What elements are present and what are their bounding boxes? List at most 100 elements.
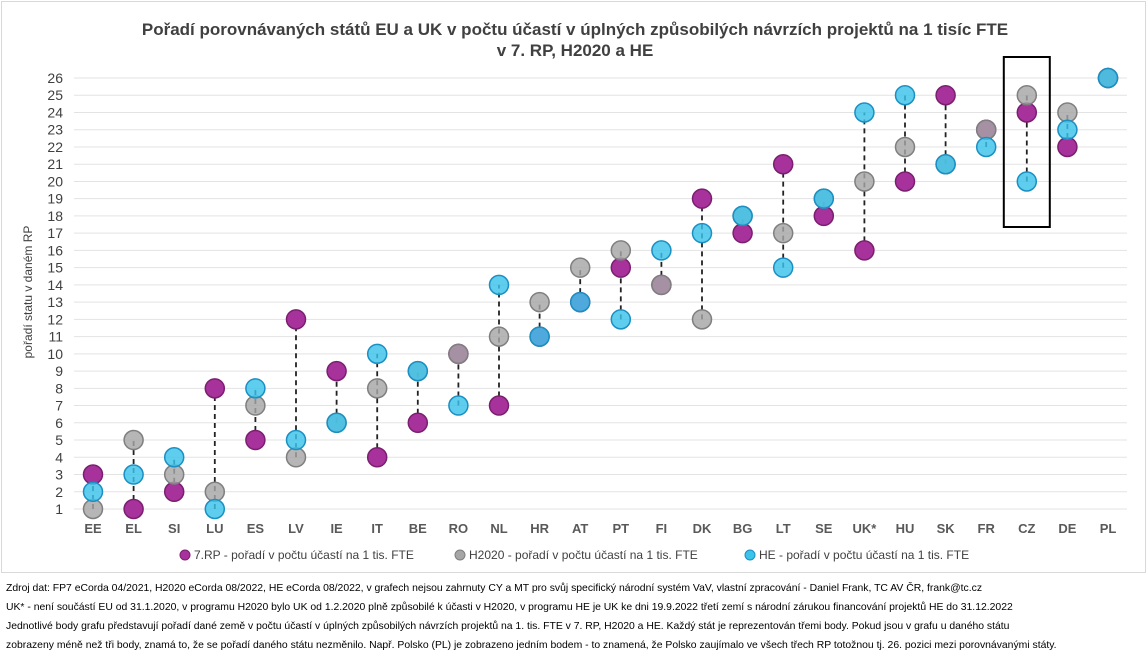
y-tick-label: 2: [55, 484, 63, 500]
point-he-es: [245, 378, 266, 399]
point-h2020-lt: [772, 222, 794, 244]
point-he-ro: [448, 395, 469, 416]
point-h2020-fr: [975, 119, 997, 140]
point-he-bg: [732, 205, 753, 227]
point-h2020-es: [245, 395, 266, 416]
y-tick-label: 11: [48, 329, 63, 345]
point-he-dk: [691, 222, 713, 244]
x-category-label: BE: [409, 521, 427, 536]
explanation-note-1: Jednotlivé body grafu představují pořadí…: [6, 621, 1010, 632]
x-category-label: HU: [896, 521, 915, 536]
point-he-de: [1057, 119, 1078, 140]
point-7rp-se: [813, 205, 835, 227]
point-7rp-nl: [488, 395, 510, 416]
y-tick-label: 3: [55, 467, 63, 483]
x-category-label: LV: [288, 521, 304, 536]
x-category-label: IE: [330, 521, 343, 536]
y-tick-label: 20: [47, 173, 63, 189]
x-category-label: SK: [937, 521, 956, 536]
y-tick-label: 25: [47, 87, 63, 103]
point-h2020-uk: [854, 171, 875, 192]
point-he-lv: [285, 429, 307, 451]
point-he-hu: [894, 84, 916, 106]
y-tick-label: 7: [55, 398, 63, 414]
point-h2020-at: [569, 257, 591, 278]
legend-label: HE - pořadí v počtu účastí na 1 tis. FTE: [759, 548, 969, 562]
x-category-label: IT: [371, 521, 383, 536]
point-h2020-dk: [691, 309, 713, 330]
x-category-label: LT: [776, 521, 791, 536]
highlight-box-cz: [1002, 56, 1051, 228]
point-h2020-si: [163, 464, 185, 485]
x-category-label: DE: [1058, 521, 1076, 536]
point-7rp-de: [1057, 136, 1078, 158]
point-7rp-el: [123, 498, 144, 520]
point-h2020-cz: [1016, 84, 1038, 106]
x-category-label: RO: [449, 521, 469, 536]
point-he-at: [569, 291, 591, 313]
x-category-label: PL: [1100, 521, 1117, 536]
point-7rp-it: [366, 447, 388, 468]
y-axis-ticks: 1234567891011121314151617181920212223242…: [47, 70, 63, 517]
point-7rp-hu: [894, 171, 916, 192]
x-category-label: SI: [168, 521, 180, 536]
point-7rp-ie: [326, 360, 347, 382]
x-category-label: BG: [733, 521, 753, 536]
point-he-ie: [326, 412, 347, 434]
explanation-note-2: zobrazeny méně než tři body, znamá to, ž…: [6, 640, 1057, 651]
y-tick-label: 14: [47, 277, 63, 293]
point-7rp-lu: [204, 378, 226, 399]
point-he-pl: [1097, 67, 1119, 89]
y-tick-label: 18: [47, 208, 63, 224]
y-tick-label: 1: [55, 501, 63, 517]
point-he-lu: [204, 498, 226, 520]
point-7rp-lv: [285, 309, 307, 330]
point-he-se: [813, 188, 835, 209]
legend-label: H2020 - pořadí v počtu účastí na 1 tis. …: [469, 548, 698, 562]
y-tick-label: 16: [47, 242, 63, 258]
x-category-label: AT: [572, 521, 588, 536]
point-he-cz: [1016, 171, 1038, 192]
point-h2020-lv: [285, 447, 307, 468]
point-h2020-fi: [651, 274, 672, 296]
legend: 7.RP - pořadí v počtu účastí na 1 tis. F…: [179, 548, 969, 562]
x-category-label: UK*: [852, 521, 877, 536]
chart-svg: Pořadí porovnávaných států EU a UK v poč…: [21, 20, 1127, 562]
y-tick-label: 23: [47, 122, 63, 138]
legend-marker: [744, 549, 756, 561]
y-tick-label: 12: [47, 311, 63, 327]
point-he-lt: [772, 257, 794, 278]
point-h2020-lu: [204, 481, 226, 503]
y-tick-label: 15: [47, 260, 63, 276]
point-h2020-hu: [894, 136, 916, 158]
y-tick-label: 9: [55, 363, 63, 379]
x-category-label: NL: [490, 521, 507, 536]
y-tick-label: 19: [47, 191, 63, 207]
point-he-fi: [651, 240, 672, 261]
chart-area: Pořadí porovnávaných států EU a UK v poč…: [1, 1, 1146, 573]
point-he-fr: [975, 136, 997, 158]
point-7rp-lt: [772, 153, 794, 175]
chart-title: Pořadí porovnávaných států EU a UK v poč…: [142, 20, 1008, 39]
x-category-label: CZ: [1018, 521, 1035, 536]
point-h2020-hr: [529, 291, 550, 313]
gridlines: [74, 77, 1127, 510]
y-tick-label: 22: [47, 139, 63, 155]
source-note: Zdroj dat: FP7 eCorda 04/2021, H2020 eCo…: [6, 583, 983, 594]
point-h2020-el: [123, 429, 144, 451]
legend-marker: [179, 549, 191, 561]
point-7rp-bg: [732, 222, 753, 244]
x-category-label: SE: [815, 521, 833, 536]
notes: Zdroj dat: FP7 eCorda 04/2021, H2020 eCo…: [6, 579, 1142, 655]
point-7rp-sk: [935, 84, 956, 106]
point-7rp-cz: [1016, 102, 1038, 123]
y-axis-label: pořadí statu v daném RP: [21, 226, 35, 359]
x-category-label: ES: [247, 521, 265, 536]
point-he-it: [366, 343, 388, 365]
point-7rp-be: [407, 412, 429, 434]
point-he-sk: [935, 153, 956, 175]
x-category-label: DK: [693, 521, 712, 536]
point-he-hr: [529, 326, 550, 347]
point-7rp-dk: [691, 188, 713, 209]
x-category-label: EL: [125, 521, 142, 536]
